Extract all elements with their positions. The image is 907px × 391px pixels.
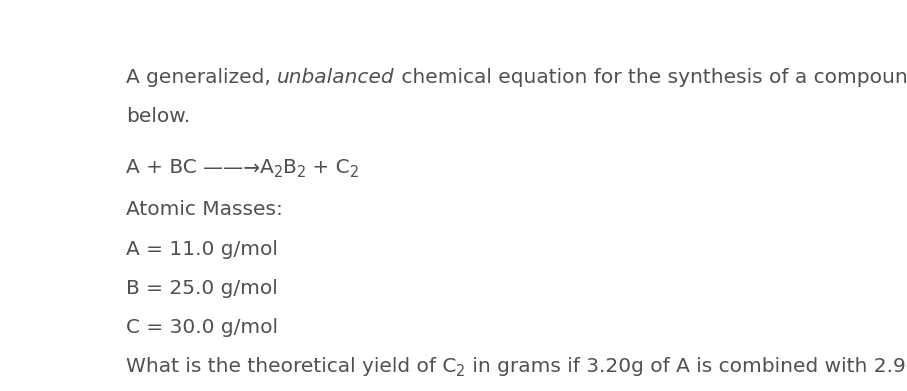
Text: A generalized,: A generalized, xyxy=(126,68,278,87)
Text: unbalanced: unbalanced xyxy=(278,68,395,87)
Text: 2: 2 xyxy=(350,165,359,180)
Text: What is the theoretical yield of C: What is the theoretical yield of C xyxy=(126,357,456,376)
Text: B = 25.0 g/mol: B = 25.0 g/mol xyxy=(126,279,278,298)
Text: 2: 2 xyxy=(297,165,307,180)
Text: 2: 2 xyxy=(456,364,465,378)
Text: + C: + C xyxy=(307,158,350,177)
Text: B: B xyxy=(283,158,297,177)
Text: A: A xyxy=(260,158,274,177)
Text: chemical equation for the synthesis of a compound is given: chemical equation for the synthesis of a… xyxy=(395,68,907,87)
Text: A = 11.0 g/mol: A = 11.0 g/mol xyxy=(126,240,278,258)
Text: A + BC: A + BC xyxy=(126,158,203,177)
Text: below.: below. xyxy=(126,107,190,126)
Text: Atomic Masses:: Atomic Masses: xyxy=(126,201,283,219)
Text: ——→: ——→ xyxy=(203,158,260,177)
Text: C = 30.0 g/mol: C = 30.0 g/mol xyxy=(126,318,278,337)
Text: in grams if 3.20g of A is combined with 2.9g of BC?: in grams if 3.20g of A is combined with … xyxy=(465,357,907,376)
Text: 2: 2 xyxy=(274,165,283,180)
